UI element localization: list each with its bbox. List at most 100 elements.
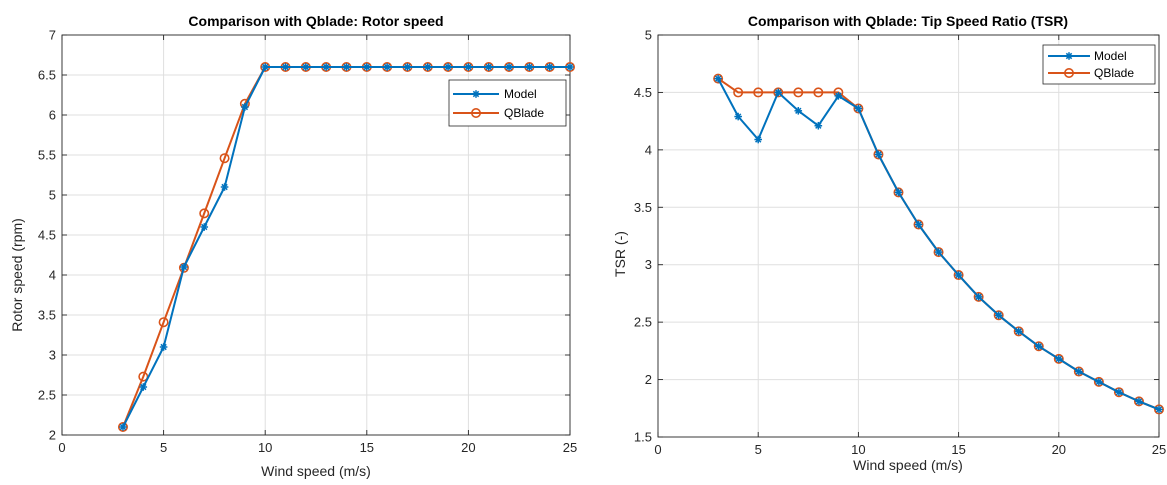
data-point-model bbox=[403, 63, 412, 71]
x-tick-label: 10 bbox=[258, 440, 272, 455]
data-point-model bbox=[220, 183, 229, 191]
data-point-model bbox=[342, 63, 351, 71]
data-point-model bbox=[934, 248, 943, 256]
data-point-qblade bbox=[993, 310, 1004, 321]
legend-item-model: Model bbox=[1048, 49, 1127, 63]
y-tick-label: 4.5 bbox=[38, 228, 56, 243]
legend-item-qblade: QBlade bbox=[453, 106, 544, 120]
data-point-model bbox=[734, 112, 742, 121]
x-tick-label: 0 bbox=[58, 440, 65, 455]
data-point-qblade bbox=[773, 87, 784, 98]
data-point-qblade bbox=[1073, 366, 1084, 377]
data-point-model bbox=[794, 107, 803, 115]
data-point-qblade bbox=[117, 421, 128, 432]
data-point-model bbox=[525, 63, 534, 71]
data-point-model bbox=[874, 150, 883, 159]
x-tick-label: 20 bbox=[1052, 442, 1066, 457]
data-point-model bbox=[566, 63, 574, 71]
data-point-model bbox=[1155, 405, 1163, 414]
y-tick-label: 5 bbox=[645, 28, 652, 43]
data-point-model bbox=[464, 63, 473, 71]
data-point-qblade bbox=[199, 208, 210, 219]
legend: Model QBlade bbox=[448, 79, 567, 127]
legend-label-qblade: QBlade bbox=[504, 106, 544, 120]
x-tick-label: 15 bbox=[360, 440, 374, 455]
legend-item-qblade: QBlade bbox=[1048, 66, 1134, 80]
data-point-model bbox=[1034, 342, 1043, 351]
data-point-model bbox=[281, 63, 290, 71]
y-tick-label: 3.5 bbox=[38, 308, 56, 323]
y-tick-label: 3 bbox=[645, 257, 652, 272]
data-point-model bbox=[383, 63, 391, 71]
y-tick-label: 4 bbox=[645, 142, 652, 157]
data-point-qblade bbox=[873, 149, 884, 160]
data-point-model bbox=[241, 103, 249, 111]
data-point-model bbox=[974, 293, 983, 301]
y-tick-label: 6 bbox=[49, 108, 56, 123]
data-point-model bbox=[994, 311, 1003, 320]
y-tick-label: 5 bbox=[49, 188, 56, 203]
data-point-model bbox=[914, 220, 923, 229]
plot-area: 0 5 10 15 20 25 1.5 2 2.5 3 3.5 4 4.5 5 bbox=[634, 28, 1166, 458]
axes-box bbox=[657, 34, 1160, 438]
x-tick-label: 0 bbox=[654, 442, 661, 457]
data-point-qblade bbox=[1154, 404, 1165, 415]
data-point-qblade bbox=[733, 87, 744, 98]
x-tick-label: 25 bbox=[1152, 442, 1166, 457]
legend-marker-model bbox=[472, 90, 480, 98]
x-axis-label: Wind speed (m/s) bbox=[853, 457, 963, 473]
y-tick-label: 4.5 bbox=[634, 85, 652, 100]
data-point-model bbox=[954, 271, 963, 279]
legend-marker-qblade bbox=[1064, 68, 1075, 79]
x-tick-label: 5 bbox=[160, 440, 167, 455]
data-point-model bbox=[714, 74, 722, 83]
data-point-qblade bbox=[219, 153, 230, 164]
y-tick-label: 6.5 bbox=[38, 68, 56, 83]
data-point-model bbox=[484, 63, 493, 71]
data-point-model bbox=[894, 188, 903, 197]
y-tick-label: 2 bbox=[49, 428, 56, 443]
legend-box bbox=[448, 79, 567, 127]
data-point-qblade bbox=[753, 87, 764, 98]
data-point-model bbox=[1075, 367, 1083, 376]
data-point-qblade bbox=[1093, 376, 1104, 387]
data-point-model bbox=[159, 343, 168, 351]
data-point-qblade bbox=[1033, 341, 1044, 352]
data-point-model bbox=[1055, 355, 1063, 363]
data-point-model bbox=[505, 63, 513, 71]
y-tick-label: 2.5 bbox=[634, 315, 652, 330]
data-point-model bbox=[200, 223, 209, 231]
data-point-model bbox=[545, 63, 554, 71]
data-point-model bbox=[854, 104, 863, 113]
data-point-qblade bbox=[913, 219, 924, 230]
data-point-qblade bbox=[1053, 353, 1064, 364]
data-point-qblade bbox=[1133, 396, 1144, 407]
chart-title: Comparison with Qblade: Rotor speed bbox=[188, 13, 443, 29]
data-point-model bbox=[302, 63, 310, 71]
legend-item-model: Model bbox=[453, 87, 537, 101]
data-point-model bbox=[774, 88, 783, 97]
data-point-qblade bbox=[813, 87, 824, 98]
data-point-model bbox=[139, 383, 148, 391]
data-point-qblade bbox=[1113, 387, 1124, 398]
x-tick-label: 15 bbox=[951, 442, 965, 457]
legend: Model QBlade bbox=[1042, 44, 1156, 85]
y-tick-label: 5.5 bbox=[38, 148, 56, 163]
ticks: 0 5 10 15 20 25 1.5 2 2.5 3 3.5 4 4.5 5 bbox=[634, 28, 1166, 458]
data-point-qblade bbox=[893, 187, 904, 198]
data-point-model bbox=[119, 423, 127, 431]
legend-label-model: Model bbox=[504, 87, 537, 101]
data-point-model bbox=[1135, 397, 1143, 406]
x-tick-label: 10 bbox=[851, 442, 865, 457]
data-point-qblade bbox=[933, 247, 944, 258]
y-tick-label: 2 bbox=[645, 372, 652, 387]
data-point-model bbox=[1014, 327, 1023, 336]
chart-title: Comparison with Qblade: Tip Speed Ratio … bbox=[748, 13, 1068, 29]
data-point-qblade bbox=[1013, 326, 1024, 337]
data-point-model bbox=[444, 63, 452, 71]
data-point-model bbox=[322, 63, 330, 71]
data-point-qblade bbox=[953, 270, 964, 281]
legend-marker-qblade bbox=[470, 108, 481, 119]
data-point-qblade bbox=[853, 103, 864, 114]
y-tick-label: 3.5 bbox=[634, 200, 652, 215]
